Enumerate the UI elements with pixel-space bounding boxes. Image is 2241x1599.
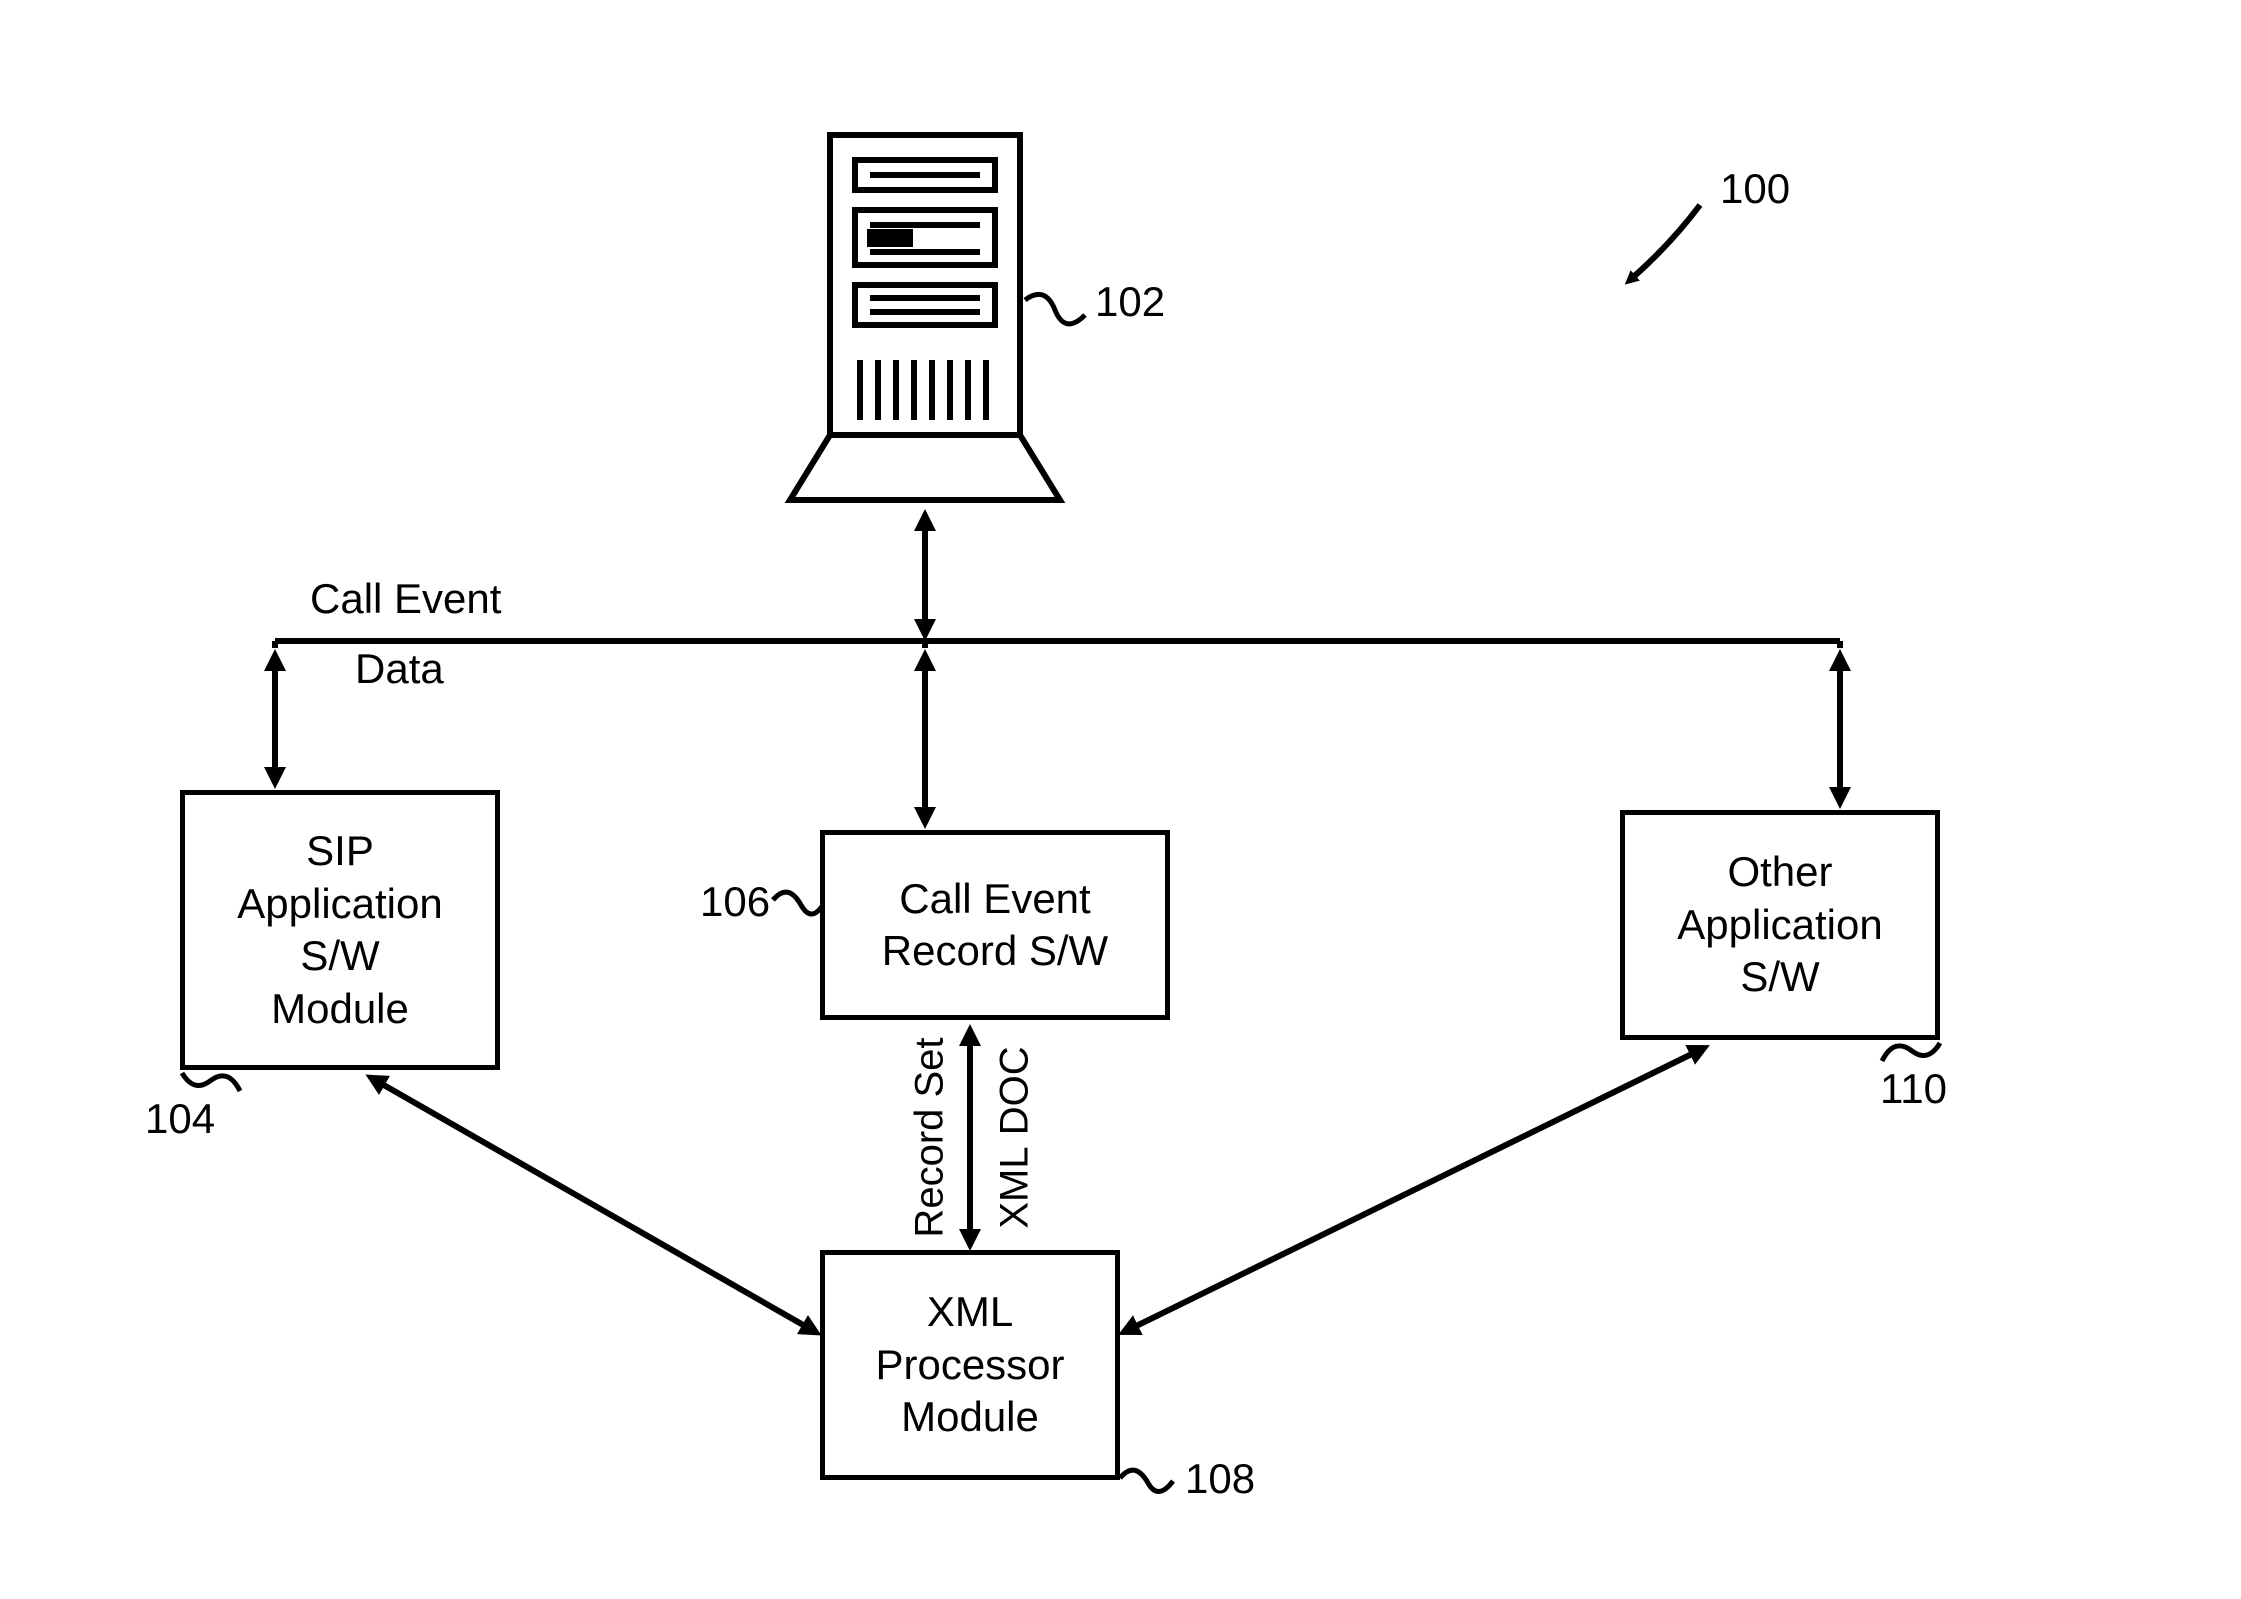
box-cer: Call EventRecord S/W <box>820 830 1170 1020</box>
box-xml: XMLProcessorModule <box>820 1250 1120 1480</box>
box-other: OtherApplicationS/W <box>1620 810 1940 1040</box>
ref-100: 100 <box>1720 165 1790 213</box>
box-sip: SIPApplicationS/WModule <box>180 790 500 1070</box>
ref-104: 104 <box>145 1095 215 1143</box>
bus-label-line2: Data <box>355 645 444 693</box>
ref-102: 102 <box>1095 278 1165 326</box>
vlabel-record-set: Record Set <box>908 1028 953 1248</box>
ref-110: 110 <box>1880 1065 1947 1113</box>
box-sip-text: SIPApplicationS/WModule <box>227 815 452 1045</box>
box-cer-text: Call EventRecord S/W <box>872 863 1118 988</box>
vlabel-xml-doc: XML DOC <box>993 1028 1038 1248</box>
ref-106: 106 <box>700 878 770 926</box>
bus-label-line1: Call Event <box>310 575 501 623</box>
box-other-text: OtherApplicationS/W <box>1667 836 1892 1014</box>
box-xml-text: XMLProcessorModule <box>865 1276 1074 1454</box>
diagram-canvas: 100 102 104 106 108 110 Call Event Data … <box>0 0 2241 1599</box>
ref-108: 108 <box>1185 1455 1255 1503</box>
